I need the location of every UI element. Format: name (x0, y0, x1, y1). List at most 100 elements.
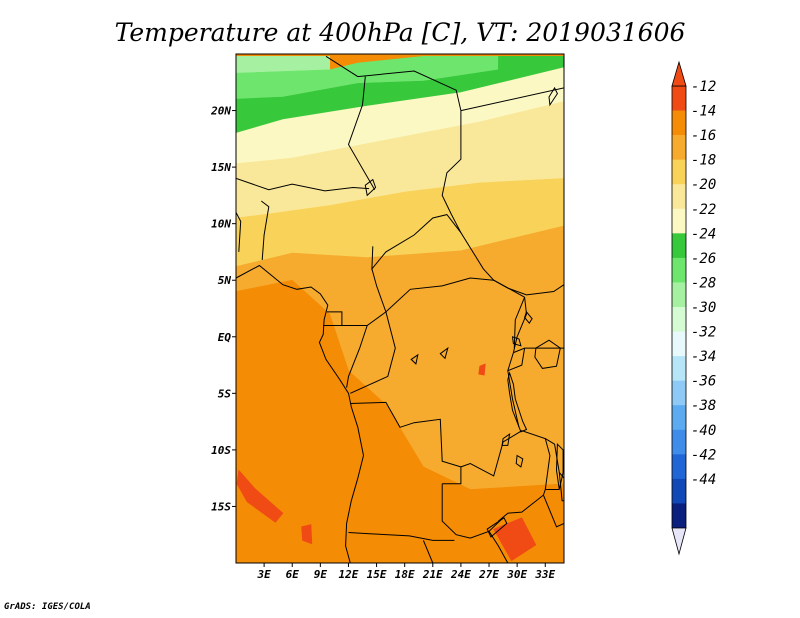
colorbar-swatch (672, 135, 686, 160)
x-axis: 3E 6E 9E 12E 15E 18E 21E 24E 27E 30E 33E (256, 563, 556, 581)
country-border (422, 540, 434, 563)
colorbar-label: -32 (691, 325, 716, 341)
colorbar-label: -22 (691, 202, 716, 218)
x-tick-label: 27E (478, 568, 499, 581)
contour-region (493, 517, 537, 562)
y-tick-label: 15S (211, 500, 231, 513)
country-border (350, 311, 396, 394)
x-tick-label: 3E (256, 568, 271, 581)
x-tick-label: 24E (450, 568, 471, 581)
country-border (348, 532, 455, 541)
country-border (460, 87, 564, 112)
colorbar-label: -44 (691, 472, 716, 488)
colorbar-label: -20 (691, 177, 716, 193)
map-area (236, 54, 564, 563)
lake-outline (515, 454, 524, 468)
country-border (236, 177, 370, 192)
colorbar-swatch (672, 208, 686, 234)
y-axis: 20N 15N 10N 5N EQ 5S 10S 15S (210, 105, 236, 513)
colorbar-swatch (672, 282, 686, 308)
chart-title: Temperature at 400hPa [C], VT: 201903160… (115, 18, 686, 47)
lake-outline (439, 346, 449, 360)
x-tick-label: 18E (395, 568, 415, 581)
colorbar-label: -30 (691, 300, 716, 316)
lake-outline (507, 371, 528, 433)
x-tick-label: 15E (367, 568, 387, 581)
country-border (507, 348, 526, 372)
colorbar: -12 -14 -16 -18 -20 -22 -24 -26 -28 -30 -32 -34 -36 -… (671, 60, 716, 556)
lake-outline (534, 339, 561, 369)
country-border (542, 494, 564, 528)
colorbar-label: -26 (691, 251, 716, 267)
y-tick-label: 5S (218, 387, 232, 400)
x-tick-label: 6E (286, 568, 300, 581)
colorbar-label: -38 (691, 398, 716, 414)
colorbar-label: -18 (691, 153, 716, 169)
colorbar-label: -12 (691, 79, 716, 95)
colorbar-label: -42 (691, 447, 716, 463)
x-tick-label: 12E (339, 568, 359, 581)
colorbar-swatch (672, 331, 686, 357)
country-border (260, 200, 270, 260)
colorbar-label: -14 (691, 104, 716, 120)
colorbar-label: -40 (691, 423, 716, 439)
colorbar-swatch (672, 478, 686, 504)
colorbar-top-arrow (671, 60, 687, 87)
map-frame (235, 53, 565, 564)
country-border (513, 297, 526, 349)
colorbar-swatch (672, 356, 686, 381)
lake-outline (501, 433, 511, 446)
lake-outline (548, 86, 558, 107)
colorbar-label: -34 (691, 349, 716, 365)
x-tick-label: 9E (314, 568, 328, 581)
x-tick-label: 30E (506, 568, 527, 581)
y-tick-label: 10S (211, 444, 231, 457)
lake-outline (524, 310, 533, 325)
country-border (558, 472, 564, 502)
y-tick-label: 15N (211, 161, 231, 174)
x-tick-label: 33E (534, 568, 555, 581)
colorbar-swatch (672, 86, 686, 111)
colorbar-swatch (672, 380, 686, 406)
country-border (493, 279, 564, 296)
country-border (350, 401, 462, 485)
x-tick-label: 21E (422, 568, 443, 581)
lake-outline (486, 517, 508, 538)
y-tick-label: 20N (210, 105, 231, 118)
coastline (236, 264, 365, 563)
lake-outline (511, 336, 522, 347)
contour-region (236, 279, 564, 563)
lake-outline (555, 443, 564, 490)
contour-region (478, 363, 486, 376)
colorbar-swatch (672, 257, 686, 283)
country-border (460, 430, 551, 522)
lake-outline (364, 178, 377, 197)
country-border (441, 483, 504, 539)
colorbar-swatch (672, 429, 686, 455)
colorbar-swatch (672, 454, 686, 480)
grads-credit: GrADS: IGES/COLA (4, 602, 91, 612)
colorbar-swatch (672, 110, 686, 136)
country-border (371, 268, 494, 313)
y-tick-label: 10N (211, 218, 231, 231)
colorbar-label: -24 (691, 226, 716, 242)
country-border (513, 347, 564, 354)
y-tick-label: 5N (218, 274, 232, 287)
country-border (346, 325, 368, 388)
country-border (347, 76, 376, 190)
colorbar-swatch (672, 159, 686, 185)
y-tick-label: EQ (218, 331, 232, 344)
contour-region (236, 469, 284, 523)
country-border (371, 214, 525, 298)
lake-outline (410, 353, 419, 365)
colorbar-swatch (672, 307, 686, 332)
colorbar-label: -36 (691, 374, 716, 390)
colorbar-label: -28 (691, 275, 716, 291)
colorbar-swatch (672, 503, 686, 529)
country-border (325, 55, 462, 111)
contour-region (301, 524, 313, 545)
colorbar-swatch (672, 184, 686, 210)
colorbar-bottom-arrow (671, 527, 687, 556)
country-border (441, 110, 462, 233)
